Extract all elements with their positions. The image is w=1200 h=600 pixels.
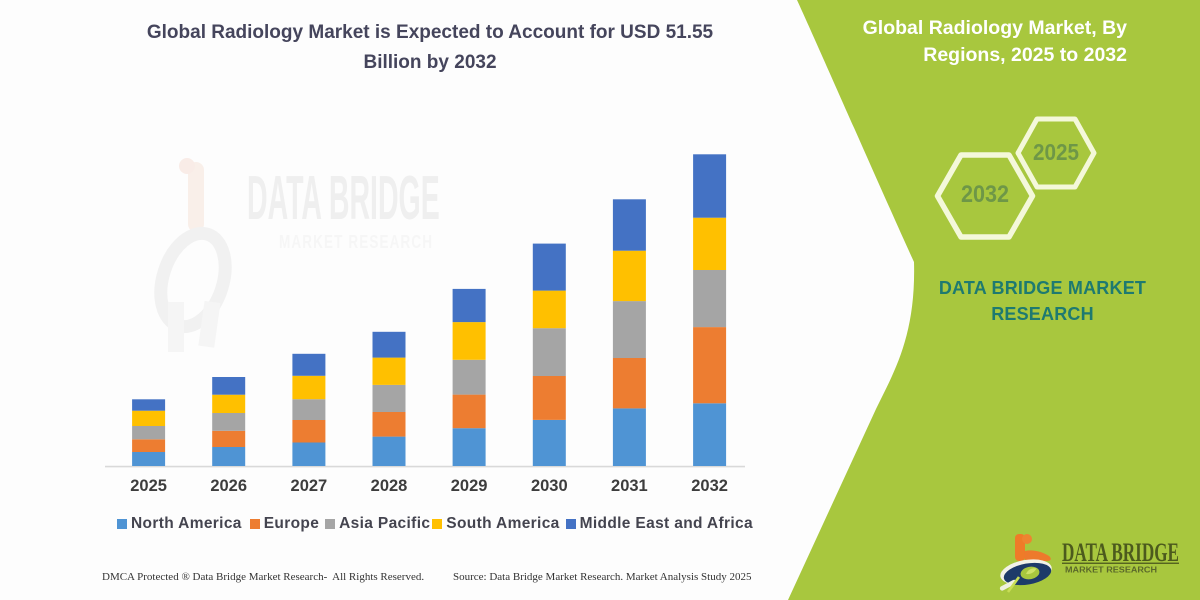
svg-text:MARKET RESEARCH: MARKET RESEARCH <box>1065 566 1157 575</box>
svg-text:2026: 2026 <box>210 477 247 495</box>
svg-text:2025: 2025 <box>1033 139 1079 165</box>
svg-text:2031: 2031 <box>611 477 648 495</box>
svg-text:DATA BRIDGE: DATA BRIDGE <box>1062 538 1179 567</box>
svg-text:2028: 2028 <box>371 477 408 495</box>
svg-text:2025: 2025 <box>130 477 167 495</box>
svg-text:2032: 2032 <box>961 181 1009 208</box>
svg-text:2032: 2032 <box>691 477 728 495</box>
svg-text:2029: 2029 <box>451 477 488 495</box>
svg-text:2030: 2030 <box>531 477 568 495</box>
svg-text:2027: 2027 <box>291 477 328 495</box>
